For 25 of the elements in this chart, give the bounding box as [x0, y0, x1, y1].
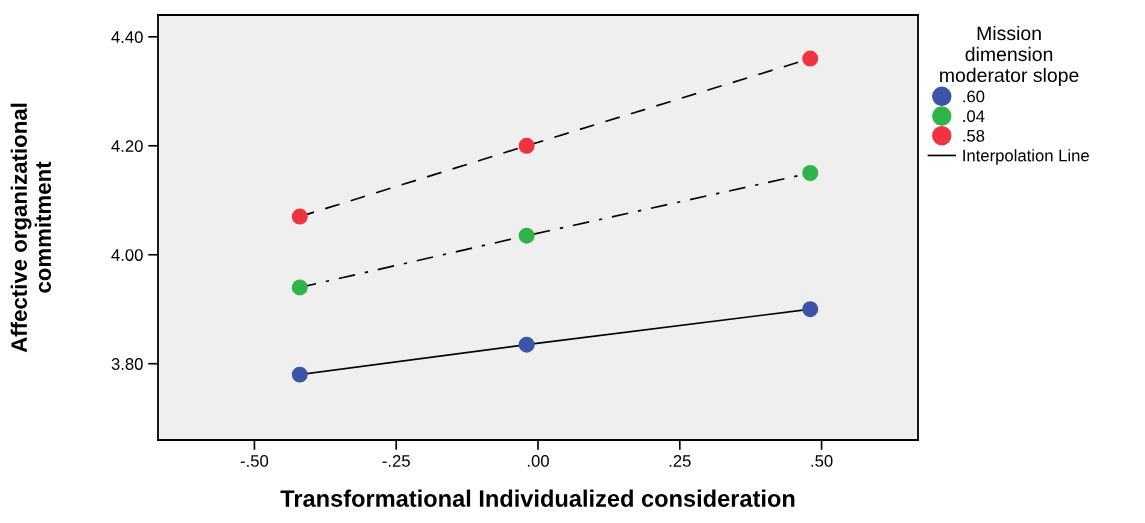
point: [802, 301, 819, 318]
y-tick-label: 3.80: [111, 358, 143, 370]
x-tick-label: .25: [669, 455, 691, 467]
point: [518, 227, 535, 244]
point: [802, 165, 819, 181]
point: [518, 336, 535, 353]
point: [802, 50, 819, 67]
x-tick-label: -.50: [240, 455, 269, 467]
y-tick-label: 4.40: [111, 31, 143, 43]
y-tick-label: 4.20: [111, 140, 143, 152]
point: [291, 366, 308, 383]
x-tick-label: .50: [811, 455, 833, 467]
legend-label: .04: [963, 110, 985, 123]
x-tick-label: -.25: [382, 455, 410, 467]
x-tick-label: .00: [527, 455, 549, 467]
point: [291, 208, 308, 225]
y-axis-title: Affective organizational commitment: [10, 103, 52, 353]
legend-title: Mission dimension moderator slope: [940, 25, 1079, 86]
text: Interpolation Line: [963, 149, 1089, 165]
legend-label: .60: [963, 90, 985, 103]
y-tick-label: 4.00: [111, 249, 143, 261]
point: [291, 279, 308, 296]
x-axis-title: Transformational Individualized consideration: [280, 489, 795, 507]
legend-label: .58: [963, 129, 985, 142]
point: [518, 137, 535, 154]
